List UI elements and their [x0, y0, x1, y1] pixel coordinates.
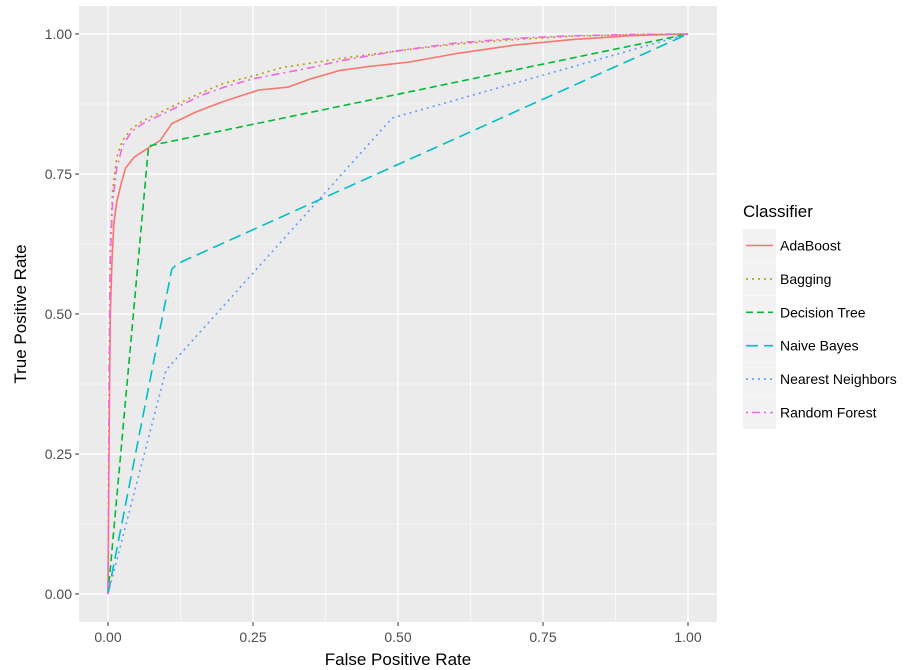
- series-layer: [107, 33, 689, 595]
- series-line-adaboost: [107, 33, 689, 595]
- legend-title: Classifier: [743, 202, 813, 221]
- legend-label-bagging: Bagging: [780, 271, 831, 287]
- x-tick-label: 0.50: [384, 629, 411, 645]
- y-tick-label: 0.00: [45, 586, 72, 602]
- y-tick-label: 0.25: [45, 446, 72, 462]
- legend-label-decision-tree: Decision Tree: [780, 304, 866, 320]
- y-tick-label: 0.50: [45, 306, 72, 322]
- series-line-decision-tree: [107, 33, 689, 595]
- legend-label-naive-bayes: Naive Bayes: [780, 338, 859, 354]
- y-axis-title: True Positive Rate: [11, 244, 30, 383]
- x-tick-label: 0.00: [94, 629, 121, 645]
- y-axis-ticks: 0.00 0.25 0.50 0.75 1.00: [45, 26, 79, 602]
- grid: [79, 6, 717, 622]
- legend-items: AdaBoost Bagging Decision Tree Naive Bayes N…: [743, 229, 897, 429]
- legend: Classifier AdaBoost Bagging Decision Tree N…: [743, 202, 897, 429]
- series-line-nearest-neighbors: [107, 33, 689, 595]
- x-tick-label: 0.75: [529, 629, 556, 645]
- x-tick-label: 1.00: [674, 629, 701, 645]
- legend-label-random-forest: Random Forest: [780, 405, 877, 421]
- series-line-bagging: [107, 33, 689, 595]
- y-tick-label: 0.75: [45, 166, 72, 182]
- y-tick-label: 1.00: [45, 26, 72, 42]
- series-line-naive-bayes: [107, 33, 689, 595]
- x-tick-label: 0.25: [239, 629, 266, 645]
- legend-label-adaboost: AdaBoost: [780, 238, 841, 254]
- series-line-random-forest: [107, 33, 689, 595]
- x-axis-title: False Positive Rate: [325, 650, 471, 669]
- x-axis-ticks: 0.00 0.25 0.50 0.75 1.00: [94, 622, 702, 645]
- legend-label-nearest-neighbors: Nearest Neighbors: [780, 371, 897, 387]
